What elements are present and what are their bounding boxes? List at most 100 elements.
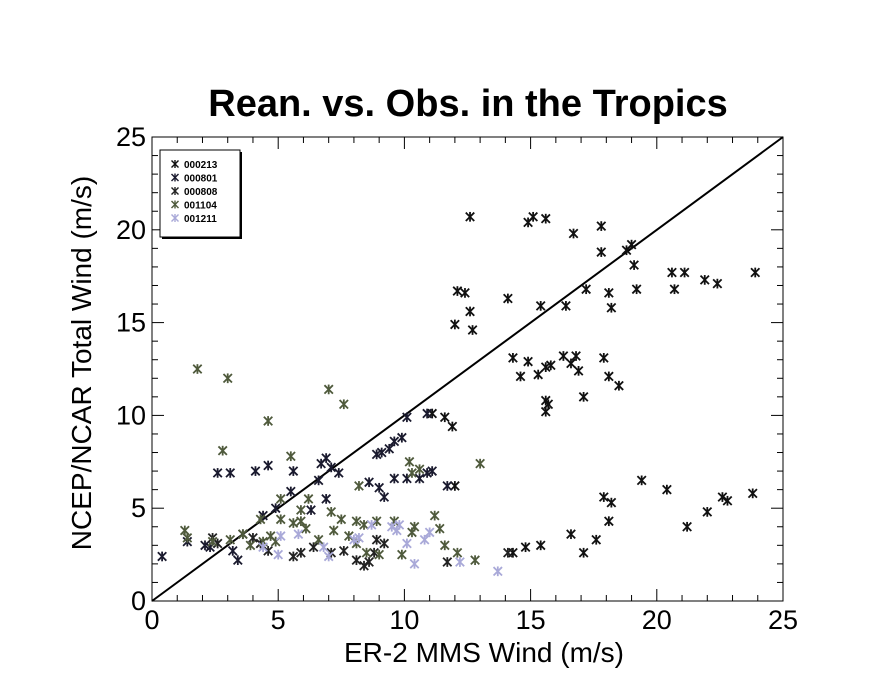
- data-point: [603, 288, 614, 298]
- data-point: [414, 473, 425, 484]
- data-point: [359, 560, 369, 571]
- data-point: [702, 507, 713, 517]
- data-point: [306, 505, 316, 515]
- data-point: [598, 492, 609, 502]
- data-point: [379, 538, 390, 549]
- data-point: [422, 408, 432, 419]
- data-point: [338, 399, 349, 410]
- data-point: [285, 451, 296, 462]
- data-point: [662, 484, 672, 495]
- legend-label: 000801: [184, 174, 218, 185]
- data-point: [296, 516, 306, 527]
- data-point: [232, 555, 243, 566]
- legend-marker: [171, 173, 179, 182]
- data-point: [321, 494, 332, 504]
- data-point: [596, 221, 607, 231]
- data-point: [275, 531, 286, 541]
- x-tick-label-0: 0: [144, 605, 159, 635]
- data-point: [603, 371, 614, 382]
- legend-marker: [171, 186, 179, 196]
- data-point: [361, 547, 372, 558]
- data-point: [573, 365, 584, 376]
- data-point: [237, 529, 248, 540]
- data-point: [470, 555, 480, 566]
- data-point: [722, 495, 733, 506]
- data-point: [318, 542, 329, 553]
- data-point: [270, 503, 281, 514]
- data-point: [682, 521, 692, 532]
- data-point: [200, 540, 210, 551]
- data-point: [288, 518, 299, 528]
- data-point: [631, 284, 642, 295]
- data-point: [351, 516, 362, 527]
- data-point: [308, 542, 319, 553]
- data-point: [323, 551, 334, 562]
- legend-label: 001211: [184, 214, 217, 225]
- data-point: [750, 267, 761, 278]
- data-point: [603, 516, 614, 527]
- legend-marker: [171, 200, 179, 209]
- data-point: [354, 533, 364, 543]
- data-point: [336, 514, 347, 525]
- data-point: [376, 447, 387, 458]
- data-point: [515, 371, 526, 382]
- data-point: [460, 288, 470, 298]
- data-point: [217, 445, 228, 456]
- data-point: [679, 267, 690, 278]
- data-point: [296, 505, 306, 515]
- data-point: [351, 555, 362, 566]
- data-point: [422, 468, 432, 478]
- y-tick-label-5: 25: [116, 122, 146, 152]
- data-point: [434, 523, 445, 534]
- data-point: [492, 566, 503, 577]
- data-point: [533, 369, 544, 380]
- data-point: [182, 533, 193, 543]
- legend: 000213 000801 000808 001104 001211: [159, 149, 242, 239]
- x-axis-label: ER-2 MMS Wind (m/s): [344, 637, 624, 668]
- data-point: [447, 421, 458, 432]
- data-point: [263, 460, 273, 471]
- data-point: [543, 399, 554, 410]
- legend-label: 001104: [184, 201, 217, 212]
- data-point: [389, 436, 400, 447]
- legend-label: 000808: [184, 187, 218, 198]
- data-point: [288, 466, 299, 476]
- data-point: [263, 416, 273, 426]
- data-point: [371, 516, 382, 527]
- data-point: [452, 286, 463, 296]
- data-point: [535, 540, 546, 551]
- data-point: [450, 481, 460, 491]
- data-point: [273, 549, 284, 560]
- data-point: [263, 546, 273, 556]
- data-point: [427, 466, 438, 476]
- x-tick-label-3: 15: [516, 605, 546, 635]
- data-point: [452, 547, 463, 558]
- data-point: [561, 301, 571, 311]
- data-point: [606, 497, 617, 508]
- data-point: [442, 557, 453, 567]
- data-point: [439, 540, 450, 551]
- data-point: [255, 514, 266, 525]
- data-point: [374, 549, 385, 560]
- legend-marker: [171, 213, 179, 223]
- data-point: [419, 534, 430, 545]
- data-point: [397, 432, 407, 443]
- data-point: [296, 547, 306, 558]
- data-point: [386, 521, 397, 532]
- data-point: [301, 523, 311, 534]
- data-point: [626, 239, 637, 250]
- data-point: [629, 260, 639, 270]
- data-point: [359, 520, 369, 530]
- data-point: [349, 534, 359, 545]
- data-point: [442, 481, 453, 491]
- data-point: [248, 533, 258, 543]
- data-point: [225, 468, 236, 478]
- data-point: [409, 521, 420, 532]
- legend-label: 000213: [184, 160, 218, 171]
- data-point: [369, 547, 379, 558]
- y-tick-label-4: 20: [116, 215, 146, 245]
- data-point: [371, 534, 382, 545]
- data-point: [540, 213, 551, 224]
- data-point: [250, 466, 261, 476]
- data-point: [328, 525, 339, 536]
